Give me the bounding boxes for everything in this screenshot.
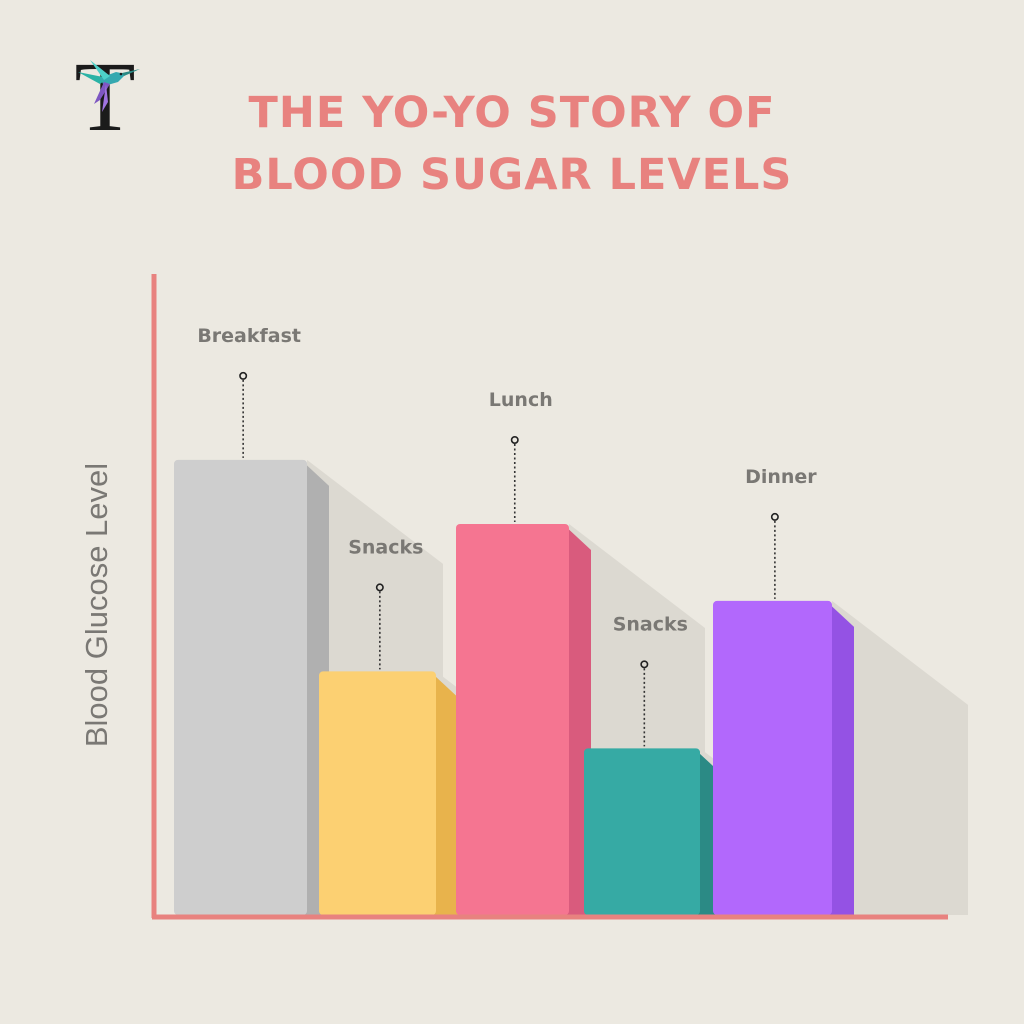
bar-label: Breakfast bbox=[197, 325, 301, 347]
bar-side bbox=[826, 600, 854, 915]
brand-logo: T bbox=[60, 41, 150, 152]
pointer-dot bbox=[239, 371, 248, 380]
bar-side bbox=[430, 671, 458, 915]
pointer-dot bbox=[640, 660, 649, 669]
bar bbox=[319, 671, 436, 915]
hummingbird-icon bbox=[78, 60, 140, 112]
bar-label: Dinner bbox=[745, 466, 817, 488]
title-line-2: BLOOD SUGAR LEVELS bbox=[231, 150, 793, 200]
bar-label: Snacks bbox=[613, 613, 688, 635]
bar-label: Lunch bbox=[489, 389, 553, 411]
bar-labels: Breakfast Snacks Lunch Snacks Dinner bbox=[197, 325, 817, 635]
y-axis-label: Blood Glucose Level bbox=[79, 463, 114, 747]
pointer-dot bbox=[375, 583, 384, 592]
bar bbox=[713, 600, 832, 915]
pointer-dot bbox=[510, 435, 519, 444]
logo-mark: T bbox=[74, 41, 140, 152]
page-title: THE YO-YO STORY OF BLOOD SUGAR LEVELS bbox=[0, 82, 1024, 206]
bar bbox=[174, 459, 307, 915]
title-line-1: THE YO-YO STORY OF bbox=[248, 88, 776, 138]
bars-group bbox=[174, 459, 854, 915]
bar-shadow bbox=[832, 600, 968, 915]
label-pointers bbox=[239, 371, 779, 747]
bar-label: Snacks bbox=[348, 536, 423, 558]
pointer-dot bbox=[770, 512, 779, 521]
bar bbox=[456, 523, 569, 915]
bar bbox=[584, 748, 700, 915]
